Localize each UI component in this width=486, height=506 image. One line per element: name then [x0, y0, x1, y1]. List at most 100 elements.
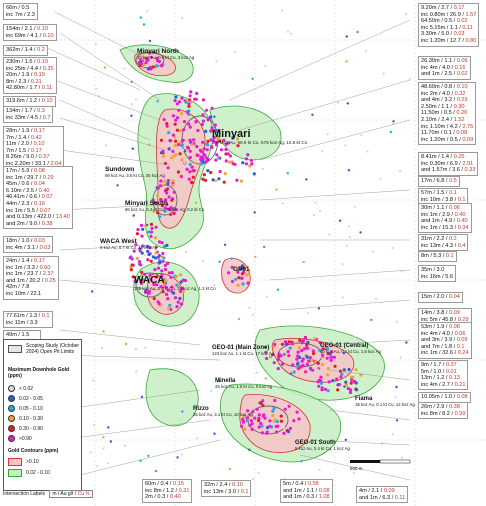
deposit-geo01-central: GEO-01 (Central) 45 koz Au, 0.1 kt Cu, 1…	[320, 343, 381, 354]
callout-au: inc 1m / 29.7 /	[6, 174, 43, 181]
drillhole-dot	[344, 380, 348, 384]
callout-au: inc 25m / 4.4 /	[6, 65, 43, 72]
drillhole-dot	[268, 424, 272, 428]
drillhole-dot	[324, 350, 327, 353]
drillhole-dot	[317, 384, 321, 388]
legend-gold-class: 0.05 - 0.10	[8, 405, 43, 412]
callout-cu: 0.20	[456, 110, 468, 117]
drillhole-dot	[276, 288, 280, 291]
drillhole-dot	[282, 352, 286, 356]
drillhole-dots	[89, 9, 411, 481]
drillhole-dot	[158, 260, 162, 264]
callout-cu: 0.04	[448, 294, 460, 300]
drillhole-dot	[179, 174, 183, 179]
callout-line: 154m / 2.1 / 0.10	[6, 26, 54, 33]
drillhole-dot	[335, 377, 339, 381]
legend-max-gold-title: Maximum Downhole Gold (ppm)	[8, 367, 70, 379]
drillhole-dot	[167, 195, 171, 199]
callout-au: 66m / 0.5	[6, 5, 30, 11]
callout-au: inc 1.20m / 12.7 /	[421, 37, 466, 44]
drillhole-dot	[239, 179, 243, 183]
drillhole-dot	[143, 272, 147, 276]
callout-line: 9m / 1.7 / 0.37	[421, 362, 465, 369]
drillhole-dot	[139, 263, 143, 267]
drillhole-dot	[180, 112, 184, 116]
drillhole-dot	[179, 129, 183, 133]
drillhole-dot	[163, 179, 167, 183]
drillhole-dot	[144, 290, 147, 293]
callout-au: 319.6m / 1.2 /	[6, 98, 42, 104]
drillhole-dot	[349, 381, 353, 385]
callout-cu: 0.2	[37, 47, 45, 53]
callout-cu: 0.40	[38, 187, 50, 194]
legend-label: 0.30 - 0.90	[19, 425, 43, 432]
drillhole-dot	[248, 448, 251, 451]
drillhole-dot	[255, 344, 258, 348]
drillhole-dot	[247, 269, 251, 273]
callout-cu: 0.1	[240, 488, 249, 495]
drillhole-dot	[217, 177, 221, 181]
callout-au: inc 1.20m / 0.5 /	[421, 136, 463, 143]
callout-cu: 0.31	[30, 78, 42, 85]
drillhole-dot	[187, 122, 191, 126]
legend-dot	[8, 435, 15, 442]
drillhole-dot	[251, 477, 255, 481]
drillhole-dot	[165, 292, 169, 296]
callout-line: 8m / 2.3 / 0.31	[6, 79, 54, 86]
drillhole-dot	[195, 91, 199, 96]
callout-line: inc 0.80m / 26.9 / 1.57	[421, 12, 476, 19]
drillhole-dot	[142, 62, 146, 66]
drillhole-dot	[282, 431, 286, 435]
callout-cu: 0.2	[448, 236, 457, 242]
drillhole-dot	[230, 279, 235, 284]
callout-line: 10.95m / 1.0 / 0.08	[421, 394, 468, 401]
drillhole-dot	[264, 377, 267, 380]
drillhole-dot	[318, 209, 322, 213]
callout-au: 18m / 1.0 /	[6, 238, 34, 244]
drillhole-dot	[191, 175, 195, 179]
drillhole-dot	[241, 420, 246, 424]
drillhole-dot	[202, 173, 206, 177]
callout-cu: 0.08	[33, 168, 45, 174]
callout-cu: 0.08	[318, 487, 330, 494]
drillhole-dot	[236, 144, 240, 148]
callout-cu: 0.10	[33, 141, 45, 148]
drillhole-dot	[240, 424, 244, 428]
callout-cu: 0.19	[37, 59, 48, 65]
drillhole-dot	[174, 95, 178, 99]
drillhole-dot	[345, 60, 348, 63]
drillhole-dot	[155, 244, 159, 247]
callout-au: and 7m / 1.8 /	[421, 343, 457, 350]
callout-au: 6.10m / 2.5 /	[6, 187, 39, 194]
drillhole-dot	[279, 419, 284, 423]
drillhole-dot	[144, 346, 147, 349]
callout-line: inc 4m / 4.0 / 0.16	[421, 65, 468, 72]
drillhole-dot	[140, 234, 144, 238]
drillhole-dot	[195, 153, 199, 157]
legend-label: 0.10 - 0.30	[19, 415, 43, 422]
callout-line: inc 5.15m / 1.1 / 0.11	[421, 25, 476, 32]
drillhole-dot	[215, 153, 219, 157]
callout-cu: 0.08	[456, 394, 468, 400]
drillhole-dot	[392, 120, 395, 123]
drillhole-dot	[239, 276, 244, 280]
drillhole-dot	[102, 447, 105, 450]
drillhole-dot	[290, 342, 295, 346]
callout-au: 17m / 6.8 /	[421, 178, 449, 184]
drillhole-dot	[214, 179, 218, 183]
drillhole-dot	[245, 416, 249, 420]
callout-line: 57m / 1.5 / 0.1	[421, 190, 465, 197]
drillhole-dot	[263, 416, 267, 420]
callout-au: inc 4m / 3.1 /	[6, 244, 40, 251]
drillhole-dot	[342, 352, 346, 355]
drillhole-dot	[188, 149, 192, 153]
callout-au: 2.10m / 2.4 /	[421, 116, 454, 123]
callout-cu: 0.7	[42, 114, 51, 121]
drillhole-dot	[147, 230, 151, 234]
drillhole-dot	[330, 350, 334, 354]
drillhole-dot	[151, 198, 155, 202]
drillhole-dot	[161, 290, 165, 294]
callout-au: and 1m / 4.9 /	[421, 218, 457, 225]
intersection-callout: 14m / 3.8 / 0.09 inc 5m / 45.8 / 0.29	[418, 308, 472, 326]
drillhole-dot	[162, 118, 166, 122]
